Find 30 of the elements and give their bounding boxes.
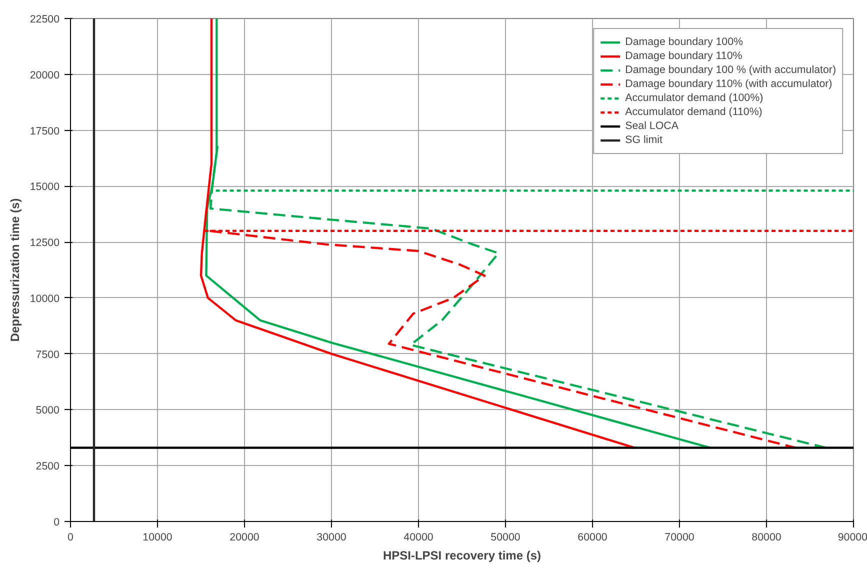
y-tick-label: 2500 bbox=[36, 460, 60, 473]
y-tick-label: 20000 bbox=[30, 69, 60, 82]
legend-label: Damage boundary 100% bbox=[625, 35, 744, 49]
x-tick-label: 40000 bbox=[404, 532, 434, 544]
legend-label: Seal LOCA bbox=[625, 119, 678, 133]
x-tick-label: 20000 bbox=[230, 532, 260, 544]
y-axis-title: Depressurization time (s) bbox=[8, 198, 22, 342]
y-tick-label: 7500 bbox=[36, 348, 60, 361]
legend-label: Accumulator demand (100%) bbox=[625, 91, 764, 105]
y-tick-label: 22500 bbox=[30, 14, 60, 26]
x-tick-label: 50000 bbox=[490, 532, 520, 544]
x-tick-label: 90000 bbox=[838, 532, 867, 544]
y-tick-label: 0 bbox=[54, 516, 60, 528]
x-tick-label: 60000 bbox=[578, 532, 608, 544]
x-axis-title: HPSI-LPSI recovery time (s) bbox=[382, 548, 542, 562]
x-tick-label: 0 bbox=[68, 532, 74, 544]
y-tick-label: 5000 bbox=[36, 404, 60, 417]
legend-label: Damage boundary 110% (with accumulator) bbox=[625, 77, 832, 91]
x-tick-label: 70000 bbox=[664, 532, 694, 544]
x-tick-label: 30000 bbox=[316, 532, 346, 544]
y-tick-label: 15000 bbox=[30, 181, 60, 194]
legend-label: Accumulator demand (110%) bbox=[625, 105, 762, 119]
legend-label: SG limit bbox=[625, 133, 662, 147]
x-tick-label: 80000 bbox=[752, 532, 782, 544]
legend-label: Damage boundary 110% bbox=[625, 49, 742, 63]
x-tick-label: 10000 bbox=[142, 532, 172, 544]
y-tick-label: 12500 bbox=[30, 237, 60, 250]
legend-label: Damage boundary 100 % (with accumulator) bbox=[625, 63, 836, 77]
y-tick-label: 10000 bbox=[30, 292, 60, 305]
y-tick-label: 17500 bbox=[30, 125, 60, 138]
